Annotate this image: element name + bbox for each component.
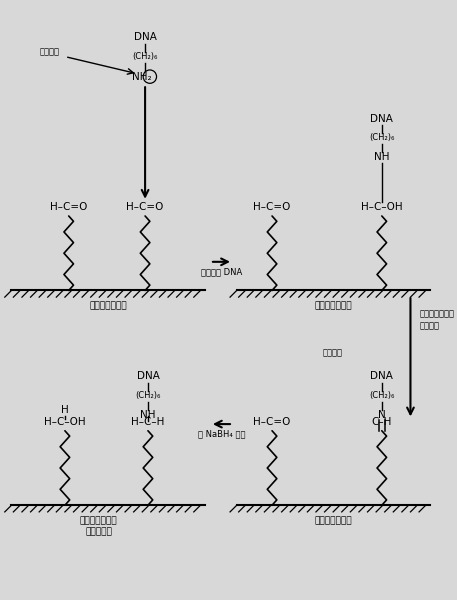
Text: NH: NH (374, 152, 389, 162)
Text: H: H (61, 405, 69, 415)
Text: H–C–OH: H–C–OH (361, 202, 403, 212)
Text: 亲核攻击: 亲核攻击 (40, 47, 59, 56)
Text: 可用于杂交的醛
基修饰玻片: 可用于杂交的醛 基修饰玻片 (80, 516, 117, 536)
Text: 间状态）: 间状态） (420, 321, 440, 330)
Text: 脱水反应: 脱水反应 (322, 348, 342, 357)
Text: DNA: DNA (137, 371, 159, 382)
Text: N: N (378, 410, 386, 419)
Text: 醛基修饰的玻片: 醛基修饰的玻片 (314, 301, 352, 310)
Text: DNA: DNA (133, 32, 157, 43)
Text: H–C=O: H–C=O (127, 202, 164, 212)
Text: (CH₂)₆: (CH₂)₆ (135, 391, 161, 400)
Text: NH: NH (140, 410, 156, 419)
Text: H–C–OH: H–C–OH (44, 417, 86, 427)
Text: H–C–H: H–C–H (131, 417, 165, 427)
Text: 用 NaBH₄ 还原: 用 NaBH₄ 还原 (198, 429, 245, 438)
Text: （共价结合的中: （共价结合的中 (420, 310, 455, 319)
Text: 醛基修饰的玻片: 醛基修饰的玻片 (90, 301, 127, 310)
Text: DNA: DNA (370, 113, 393, 124)
Text: DNA: DNA (370, 371, 393, 382)
Text: H–C=O: H–C=O (50, 202, 87, 212)
Text: 共价结合 DNA: 共价结合 DNA (201, 267, 242, 276)
Text: (CH₂)₆: (CH₂)₆ (369, 133, 394, 142)
Text: (CH₂)₆: (CH₂)₆ (369, 391, 394, 400)
Text: C–H: C–H (372, 417, 392, 427)
Text: 醛基修饰的玻片: 醛基修饰的玻片 (314, 516, 352, 525)
Text: H–C=O: H–C=O (253, 202, 291, 212)
Text: NH₂: NH₂ (133, 71, 152, 82)
Text: (CH₂)₆: (CH₂)₆ (133, 52, 158, 61)
Text: H–C=O: H–C=O (253, 417, 291, 427)
